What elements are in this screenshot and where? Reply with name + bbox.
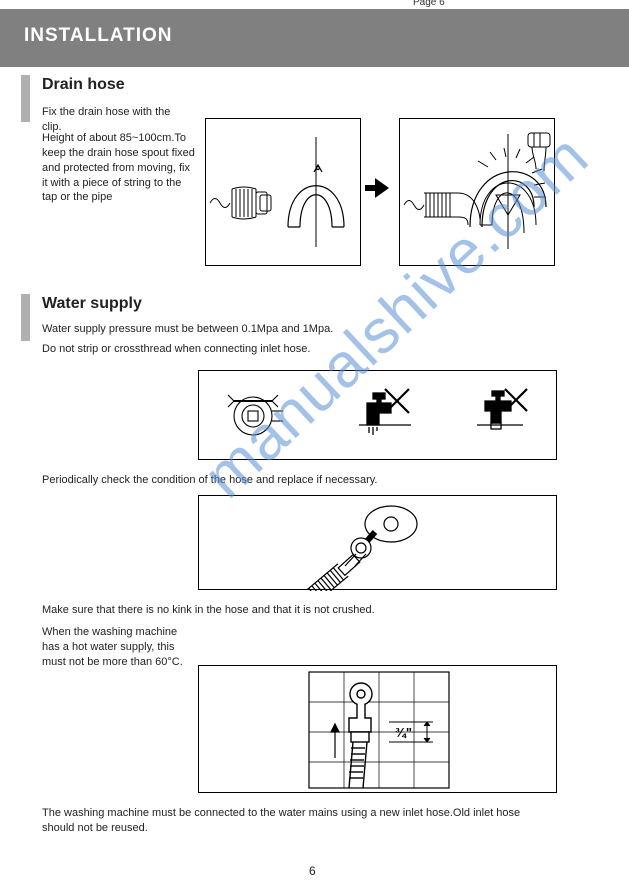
section-title-drain: Drain hose bbox=[42, 76, 125, 94]
drain-fig-1 bbox=[205, 118, 361, 266]
hose-guide-svg bbox=[206, 119, 362, 267]
water-para1: Water supply pressure must be between 0.… bbox=[42, 322, 472, 337]
page-number-top: Page 6 bbox=[413, 0, 445, 8]
water-para2: Do not strip or crossthread when connect… bbox=[42, 342, 472, 357]
drain-para2: Height of about 85~100cm.To keep the dra… bbox=[42, 131, 195, 205]
arrow-icon bbox=[375, 178, 389, 198]
tiled-tap-fig: ¾" bbox=[198, 665, 557, 793]
header-bar: INSTALLATION bbox=[0, 9, 629, 67]
drain-fig-2 bbox=[399, 118, 555, 266]
section-marker-2 bbox=[21, 294, 30, 341]
water-para5: When the washing machine has a hot water… bbox=[42, 625, 196, 670]
water-para4: Make sure that there is no kink in the h… bbox=[42, 603, 512, 618]
hose-elbow-fig bbox=[198, 495, 557, 590]
arrow-stem bbox=[365, 185, 375, 191]
water-para3: Periodically check the condition of the … bbox=[42, 473, 512, 488]
section-title-water: Water supply bbox=[42, 295, 142, 313]
header-title: INSTALLATION bbox=[24, 25, 173, 47]
hose-installed-svg bbox=[400, 119, 556, 267]
tap-icons-fig bbox=[198, 370, 557, 460]
water-para6: The washing machine must be connected to… bbox=[42, 806, 552, 836]
tap-icons-svg bbox=[199, 371, 558, 461]
section-marker-1 bbox=[21, 75, 30, 122]
footer-page: 6 bbox=[309, 863, 316, 879]
fraction-label: ¾" bbox=[395, 725, 412, 740]
tiled-tap-svg: ¾" bbox=[199, 666, 558, 794]
hose-elbow-svg bbox=[199, 496, 558, 591]
